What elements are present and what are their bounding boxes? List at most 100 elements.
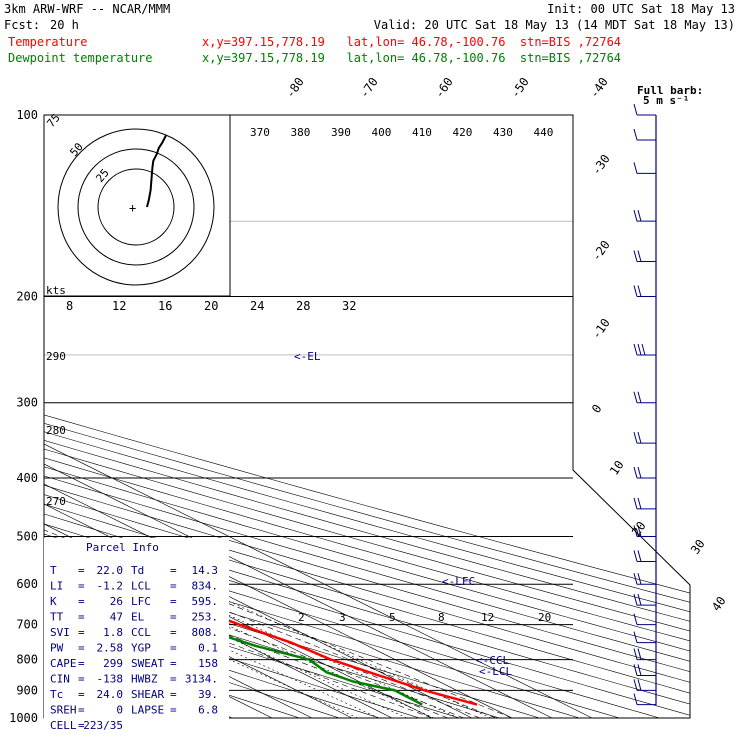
parcel-info-cell: =: [78, 657, 85, 670]
pressure-label-800: 800: [16, 653, 38, 667]
parcel-info-cell: Td: [131, 564, 144, 577]
fcst-value: 20 h: [50, 18, 79, 32]
speed-tick-label: 28: [296, 299, 310, 313]
wind-barb: [633, 466, 656, 479]
level-marker-label: <-LCL: [479, 665, 512, 678]
mixing-ratio-label: 3: [339, 611, 346, 624]
dry-adiabat: [44, 115, 690, 718]
temperature-line: [44, 115, 478, 706]
wind-barb-flag: [633, 648, 638, 660]
wind-barb-flag: [641, 343, 646, 356]
wind-barb-flag: [637, 679, 642, 691]
mixing-ratio-line: [110, 583, 408, 718]
parcel-info-cell: 6.8: [198, 704, 218, 717]
parcel-info-cell: =: [170, 704, 177, 717]
wind-barb-flag: [637, 594, 642, 606]
parcel-info-cell: =: [170, 595, 177, 608]
wind-barb-flag: [637, 497, 642, 510]
isotherm-label: 30: [688, 537, 708, 557]
isotherm-label: -20: [589, 238, 613, 264]
valid-time: Valid: 20 UTC Sat 18 May 13 (14 MDT Sat …: [374, 18, 735, 32]
pressure-label-100: 100: [16, 108, 38, 122]
dry-adiabat: [44, 115, 420, 718]
theta-label: 410: [412, 126, 432, 139]
parcel-info-cell: 253.: [192, 611, 219, 624]
dry-adiabat: [44, 115, 380, 718]
wind-barb: [633, 573, 656, 585]
parcel-info-cell: 158: [198, 657, 218, 670]
dry-adiabat: [44, 115, 460, 718]
parcel-info-cell: CELL: [50, 719, 77, 732]
pressure-label-600: 600: [16, 577, 38, 591]
theta-e-label: 270: [46, 495, 66, 508]
wind-barb-flag: [637, 664, 642, 676]
parcel-info-panel: Parcel Info T = 22.0 Td = 14.3 LI = -1.2 LCL = 834.…: [44, 538, 229, 732]
parcel-info-cell: LI: [50, 580, 63, 593]
parcel-info-cell: 24.0: [97, 688, 124, 701]
wind-barb-flag: [633, 497, 638, 510]
parcel-info-cell: 1.8: [103, 626, 123, 639]
parcel-info-cell: =: [78, 688, 85, 701]
wind-barb: [633, 343, 656, 356]
wind-barb-flag: [637, 525, 642, 537]
wind-barb: [633, 497, 656, 510]
speed-tick-label: 20: [204, 299, 218, 313]
wind-barb-flag: [637, 573, 642, 585]
parcel-info-cell: =: [78, 719, 85, 732]
parcel-info-cell: 223/35: [83, 719, 123, 732]
wind-barb-flag: [633, 210, 638, 222]
wind-barb-flag: [633, 285, 638, 297]
parcel-info-cell: =: [78, 626, 85, 639]
mixing-ratio-label: 12: [481, 611, 494, 624]
wind-barb: [633, 648, 656, 661]
parcel-info-title: Parcel Info: [86, 541, 159, 554]
wind-barb-flag: [633, 594, 638, 606]
wind-barb-flag: [633, 613, 638, 625]
parcel-info-cell: CIN: [50, 673, 70, 686]
mixing-ratio-line: [190, 583, 492, 718]
speed-tick-label: 12: [112, 299, 126, 313]
parcel-info-cell: CAPE: [50, 657, 77, 670]
wind-barb-flag: [633, 664, 638, 676]
theta-label: 430: [493, 126, 513, 139]
legend-temperature-name: Temperature: [8, 35, 87, 49]
wind-barb: [633, 128, 656, 141]
theta-label: 400: [372, 126, 392, 139]
wind-barb: [633, 431, 656, 444]
wind-barb-flag: [633, 391, 638, 403]
parcel-info-cell: SREH: [50, 704, 77, 717]
dry-adiabat: [44, 115, 690, 718]
isotherm-label: 20: [629, 519, 649, 539]
dry-adiabat: [44, 115, 690, 718]
parcel-info-cell: 14.3: [192, 564, 219, 577]
hodograph-ring: [97, 168, 175, 246]
parcel-info-cell: K: [50, 595, 57, 608]
wind-barb-flag: [633, 693, 638, 705]
dry-adiabat: [44, 115, 690, 718]
wind-barb-flag: [637, 431, 642, 444]
parcel-info-cell: =: [78, 580, 85, 593]
wind-barb: [633, 250, 656, 263]
parcel-info-cell: -138: [97, 673, 124, 686]
wind-barb-flag: [633, 162, 638, 174]
wind-barb-flag: [637, 285, 642, 297]
init-time: Init: 00 UTC Sat 18 May 13: [547, 2, 735, 16]
parcel-info-cell: 808.: [192, 626, 219, 639]
theta-label: 420: [453, 126, 473, 139]
wind-barb-flag: [633, 573, 638, 585]
level-marker-label: <-CCL: [476, 654, 509, 667]
pressure-label-1000: 1000: [9, 711, 38, 725]
hodograph-ring: [57, 128, 215, 286]
parcel-info-cell: =: [170, 642, 177, 655]
isotherm-line: [44, 115, 513, 718]
parcel-info-cell: Tc: [50, 688, 63, 701]
barb-note-line1: Full barb:: [637, 84, 703, 97]
dewpoint-line: [44, 115, 423, 706]
isotherm-label: 0: [589, 402, 605, 416]
wind-barb: [633, 285, 656, 298]
wind-barb-flag: [637, 648, 642, 660]
dry-adiabat: [44, 115, 690, 718]
wind-barb: [633, 679, 656, 691]
wind-barb: [633, 664, 656, 676]
parcel-info-cell: 834.: [192, 580, 219, 593]
